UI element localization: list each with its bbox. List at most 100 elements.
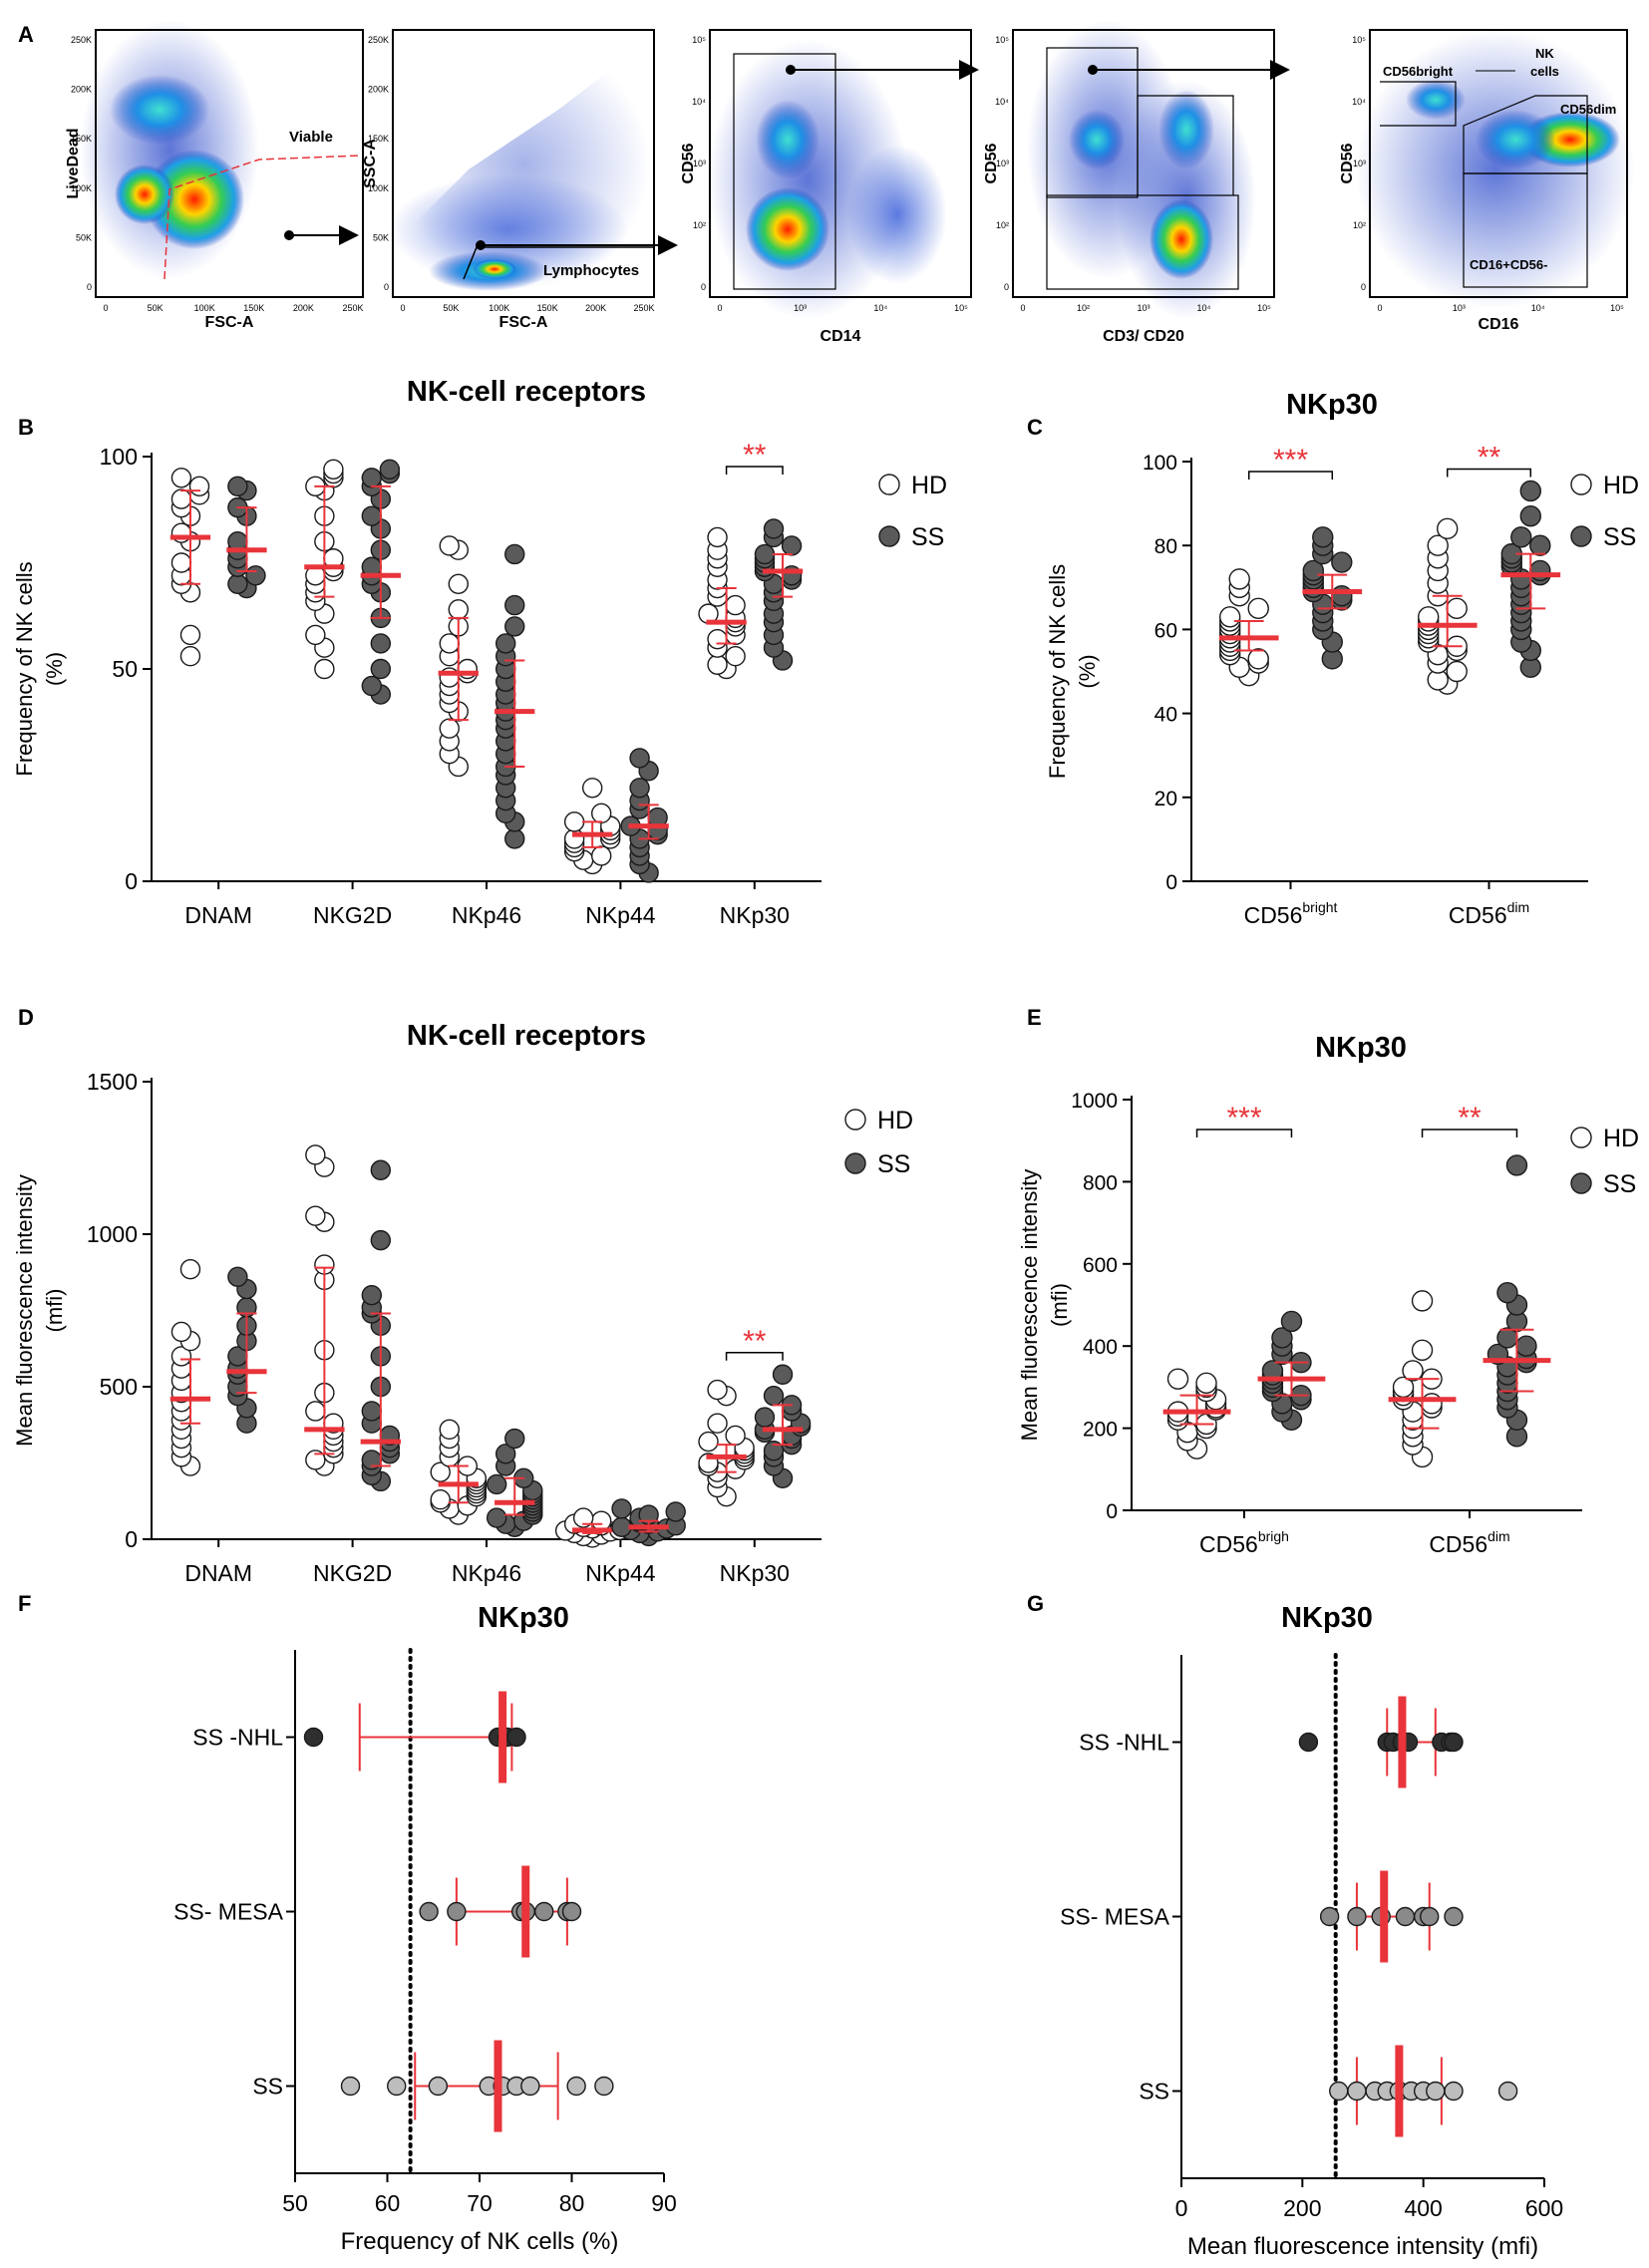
flow-plot-1: Viable LiveDead FSC-A	[65, 20, 364, 331]
flow-ytick-label: 10²	[1353, 220, 1366, 230]
data-point-hd	[1437, 517, 1459, 540]
data-point-ss	[370, 633, 392, 654]
chart-g: NKp30 0 200 400 600 Mean fluorescence intensi…	[1060, 1602, 1563, 2260]
flow-xtick-label: 10³	[794, 303, 807, 313]
y-tick-label: 600	[1083, 1254, 1118, 1277]
legend-marker-hd	[1570, 1127, 1592, 1148]
y-tick-label: 200	[1083, 1419, 1118, 1442]
data-point	[1426, 2081, 1446, 2102]
legend-marker-hd	[1570, 474, 1592, 495]
flow-ytick-label: 0	[384, 282, 389, 292]
data-point-hd	[305, 1450, 326, 1470]
data-point-ss	[486, 1473, 507, 1495]
data-point-hd	[179, 624, 201, 646]
panel-letter-d: D	[18, 1005, 34, 1030]
data-point-ss	[763, 1385, 785, 1407]
data-point-hd	[591, 845, 612, 866]
flow-ytick-label: 150K	[71, 134, 92, 144]
flow-gate-label-viable: Viable	[289, 129, 333, 146]
x-category-label: NKG2D	[313, 902, 392, 928]
chart-title: NKp30	[1281, 1602, 1373, 1634]
flow-gate-label-nk: NK	[1535, 46, 1554, 61]
flow-ytick-label: 10⁴	[995, 97, 1009, 107]
panel-letter-a: A	[18, 22, 34, 47]
data-point-hd	[430, 1461, 451, 1482]
chart-e: NKp30 0 200 400 600 800 1000 Mean fluorescence …	[1017, 1032, 1639, 1557]
group-label: SS- MESA	[1060, 1904, 1170, 1930]
data-point	[1329, 2081, 1349, 2102]
data-point	[387, 2076, 407, 2097]
data-point-hd	[591, 803, 612, 824]
data-point-hd	[707, 628, 728, 650]
x-tick-label: 400	[1404, 2195, 1442, 2221]
flow-xtick-label: 0	[103, 303, 108, 313]
x-category-label: NKG2D	[313, 1560, 392, 1586]
data-point	[561, 1901, 582, 1922]
significance-bracket	[725, 1352, 784, 1361]
flow-tick-labels: 250K 200K 150K 100K 50K 0 0 50K 100K 150K 200K 250K…	[71, 35, 1624, 313]
flow-ytick-label: 250K	[71, 35, 92, 45]
legend-label-hd: HD	[877, 1107, 913, 1134]
flow-xtick-label: 200K	[585, 303, 606, 313]
flow-xtick-label: 10²	[1077, 303, 1090, 313]
data-point-hd	[305, 624, 326, 646]
data-point-ss	[1510, 526, 1532, 548]
panel-letter-g: G	[1027, 1591, 1044, 1616]
data-point-hd	[1446, 660, 1468, 683]
data-point-ss	[504, 828, 525, 849]
y-axis-label-line: (mfi)	[42, 1289, 67, 1333]
legend-label-ss: SS	[1603, 523, 1636, 551]
data-point	[1319, 1906, 1340, 1927]
y-tick-label: 1500	[87, 1069, 138, 1095]
flow-xlabel: FSC-A	[205, 314, 254, 331]
legend-label-hd: HD	[1603, 1125, 1639, 1152]
flow-ytick-label: 10³	[693, 159, 706, 168]
data-point-hd	[1411, 1339, 1434, 1362]
x-category-label: NKp44	[585, 1560, 656, 1586]
flow-xtick-label: 250K	[342, 303, 363, 313]
data-point-hd	[725, 1425, 746, 1447]
flow-ytick-label: 0	[701, 282, 706, 292]
y-axis-label-line: Mean fluorescence intensity	[12, 1174, 37, 1447]
y-axis-label: Mean fluorescence intensity (mfi)	[12, 1174, 67, 1447]
significance-bracket	[1446, 468, 1532, 478]
data-point-hd	[439, 633, 460, 654]
data-point-hd	[1247, 597, 1269, 620]
data-point-hd	[1195, 1372, 1217, 1394]
y-axis-label-line: Frequency of NK cells	[1045, 564, 1070, 779]
y-axis-label-line: (%)	[42, 652, 67, 686]
data-point-ss	[361, 1401, 382, 1422]
data-point-ss	[1280, 1310, 1303, 1333]
x-category-superscript: dim	[1487, 1528, 1510, 1544]
x-category-label: NKp46	[452, 1560, 521, 1586]
data-point-hd	[707, 1413, 728, 1434]
flow-ytick-label: 150K	[368, 134, 389, 144]
flow-xlabel: CD14	[821, 328, 861, 345]
data-point-hd	[1427, 534, 1449, 556]
data-point-ss	[486, 1507, 507, 1528]
flow-plot-3: CD56 CD14	[680, 29, 979, 345]
significance-stars: **	[1478, 441, 1501, 474]
data-point-hd	[439, 535, 460, 556]
x-category-label: CD56dim	[1449, 899, 1529, 928]
legend-marker-ss	[1570, 1172, 1592, 1194]
data-point	[1444, 2081, 1464, 2102]
y-axis-label: Frequency of NK cells (%)	[12, 561, 67, 776]
significance-bracket	[1247, 471, 1334, 480]
x-tick-label: 200	[1283, 2195, 1321, 2221]
flow-xtick-label: 10⁵	[1257, 303, 1271, 313]
data-point	[1347, 1906, 1367, 1927]
data-point-hd	[448, 573, 469, 594]
flow-plot-5: CD56bright NK cells CD56dim CD16+CD56- C…	[1339, 29, 1635, 333]
data-point-ss	[1312, 526, 1334, 548]
chart-c: NKp30 0 20 40 60 80 100 Frequency of NK cells (%…	[1045, 389, 1639, 928]
flow-ylabel: CD56	[680, 143, 697, 183]
data-point	[1395, 1906, 1416, 1927]
flow-xtick-label: 10³	[1137, 303, 1150, 313]
flow-ytick-label: 200K	[368, 85, 389, 95]
data-point	[1298, 1732, 1319, 1753]
flow-gate-label-cd56dim: CD56dim	[1560, 102, 1616, 117]
data-point-hd	[725, 646, 746, 667]
x-tick-label: 80	[559, 2190, 585, 2216]
y-axis-label: Frequency of NK cells (%)	[1045, 564, 1100, 779]
